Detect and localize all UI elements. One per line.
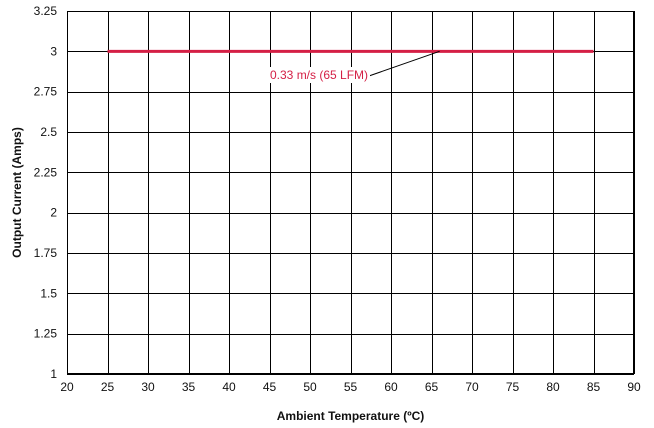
y-tick-label: 2.5: [40, 125, 57, 139]
y-tick-label: 1.75: [34, 246, 58, 260]
annotation-label: 0.33 m/s (65 LFM): [270, 68, 368, 82]
x-tick-label: 40: [222, 380, 236, 394]
y-tick-label: 1: [50, 367, 57, 381]
y-tick-label: 3: [50, 44, 57, 58]
tick-labels: 20 25 30 35 40 45 50 55 60 65 70 75 80 85 90 1 1.25 1.5 1.…: [34, 4, 641, 394]
x-tick-label: 55: [344, 380, 358, 394]
x-tick-label: 25: [101, 380, 115, 394]
x-tick-label: 45: [263, 380, 277, 394]
x-tick-label: 50: [303, 380, 317, 394]
y-tick-label: 2: [50, 206, 57, 220]
x-tick-label: 85: [587, 380, 601, 394]
y-axis-title: Output Current (Amps): [10, 127, 24, 258]
x-tick-label: 65: [425, 380, 439, 394]
annotation-label-bg: [266, 67, 370, 83]
x-tick-label: 35: [182, 380, 196, 394]
annotation-leader-line: [365, 50, 440, 78]
x-tick-label: 60: [384, 380, 398, 394]
x-tick-label: 20: [60, 380, 74, 394]
x-tick-label: 30: [141, 380, 155, 394]
x-axis-title: Ambient Temperature (ºC): [277, 409, 425, 423]
y-tick-label: 1.5: [40, 286, 57, 300]
grid-lines: [67, 11, 635, 375]
x-tick-label: 70: [465, 380, 479, 394]
annotation-layer: 0.33 m/s (65 LFM): [266, 50, 440, 83]
y-tick-label: 1.25: [34, 327, 58, 341]
x-tick-label: 80: [546, 380, 560, 394]
x-tick-label: 90: [627, 380, 641, 394]
y-tick-label: 2.25: [34, 165, 58, 179]
y-tick-label: 3.25: [34, 4, 58, 18]
x-tick-label: 75: [506, 380, 520, 394]
y-tick-label: 2.75: [34, 85, 58, 99]
plot-frame: [67, 11, 634, 374]
